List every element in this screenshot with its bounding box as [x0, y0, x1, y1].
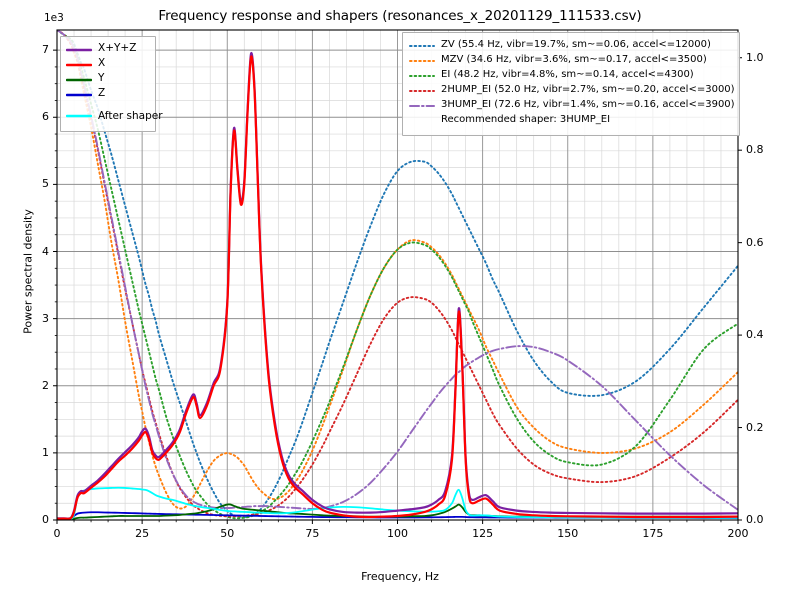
- y-tick-left-7: 7: [42, 43, 49, 57]
- legend-item-xyz: X+Y+Z: [65, 41, 150, 56]
- y-tick-right-0.2: 0.2: [746, 420, 764, 434]
- x-tick-175: 175: [642, 527, 664, 540]
- legend-item-2hump-ei: 2HUMP_EI (52.0 Hz, vibr=2.7%, sm~=0.20, …: [409, 82, 735, 97]
- legend-label-after-shaper: After shaper: [98, 110, 163, 122]
- legend-swatch-z: [65, 88, 93, 100]
- page-title: Frequency response and shapers (resonanc…: [158, 8, 642, 24]
- y-tick-left-5: 5: [42, 177, 49, 191]
- x-tick-200: 200: [727, 527, 749, 540]
- x-tick-75: 75: [305, 527, 320, 540]
- recommended-shaper-note: Recommended shaper: 3HUMP_EI: [441, 114, 611, 125]
- legend-item-y: Y: [65, 71, 150, 86]
- legend-label-mzv: MZV (34.6 Hz, vibr=3.6%, sm~=0.17, accel…: [441, 54, 707, 65]
- x-tick-50: 50: [220, 527, 235, 540]
- legend-swatch-xyz: [65, 43, 93, 55]
- x-tick-100: 100: [387, 527, 408, 540]
- y-tick-left-2: 2: [42, 378, 49, 392]
- x-tick-125: 125: [472, 527, 494, 540]
- series-z: [57, 511, 738, 520]
- x-tick-0: 0: [53, 527, 61, 540]
- series-3hump-ei: [57, 30, 738, 511]
- legend-swatch-2hump-ei: [409, 84, 435, 96]
- y-tick-right-1.0: 1.0: [746, 50, 764, 64]
- x-tick-150: 150: [557, 527, 579, 540]
- y-tick-right-0.4: 0.4: [746, 328, 764, 342]
- legend-swatch-after-shaper: [65, 110, 93, 122]
- series-mzv: [57, 30, 738, 510]
- series-after-shaper: [57, 486, 738, 520]
- y-tick-right-0.6: 0.6: [746, 235, 764, 249]
- legend-label-3hump-ei: 3HUMP_EI (72.6 Hz, vibr=1.4%, sm~=0.16, …: [441, 99, 735, 110]
- left-axis-exponent-label: 1e3: [44, 12, 64, 24]
- y-tick-left-4: 4: [42, 244, 49, 258]
- legend-label-zv: ZV (55.4 Hz, vibr=19.7%, sm~=0.06, accel…: [441, 39, 711, 50]
- legend-swatch-zv: [409, 39, 435, 51]
- series-zv: [57, 30, 738, 519]
- legend-swatch-y: [65, 73, 93, 85]
- legend-item-zv: ZV (55.4 Hz, vibr=19.7%, sm~=0.06, accel…: [409, 37, 733, 52]
- legend-item-3hump-ei: 3HUMP_EI (72.6 Hz, vibr=1.4%, sm~=0.16, …: [409, 97, 735, 112]
- legend-label-xyz: X+Y+Z: [98, 42, 137, 54]
- legend-swatch-ei: [409, 69, 435, 81]
- legend-label-z: Z: [98, 87, 106, 99]
- legend-label-y: Y: [98, 72, 105, 84]
- y-tick-left-0: 0: [42, 513, 49, 526]
- y-tick-left-3: 3: [42, 311, 49, 325]
- y-tick-left-1: 1: [42, 445, 49, 459]
- legend-item-ei: EI (48.2 Hz, vibr=4.8%, sm~=0.14, accel<…: [409, 67, 733, 82]
- legend-swatch-mzv: [409, 54, 435, 66]
- y-tick-left-6: 6: [42, 110, 49, 124]
- x-axis-label: Frequency, Hz: [361, 570, 439, 583]
- legend-label-ei: EI (48.2 Hz, vibr=4.8%, sm~=0.14, accel<…: [441, 69, 694, 80]
- legend-shapers: ZV (55.4 Hz, vibr=19.7%, sm~=0.06, accel…: [402, 32, 740, 136]
- legend-label-2hump-ei: 2HUMP_EI (52.0 Hz, vibr=2.7%, sm~=0.20, …: [441, 84, 735, 95]
- series-x: [57, 55, 738, 520]
- y-tick-right-0.0: 0.0: [746, 513, 764, 526]
- y-axis-left-label: Power spectral density: [21, 209, 35, 334]
- y-tick-right-0.8: 0.8: [746, 143, 764, 157]
- legend-swatch-x: [65, 58, 93, 70]
- x-tick-25: 25: [135, 527, 150, 540]
- legend-item-x: X: [65, 56, 150, 71]
- legend-axes: X+Y+Z X Y Z After shaper: [60, 36, 163, 132]
- legend-item-z: Z: [65, 86, 150, 101]
- legend-swatch-3hump-ei: [409, 99, 435, 111]
- legend-item-mzv: MZV (34.6 Hz, vibr=3.6%, sm~=0.17, accel…: [409, 52, 733, 67]
- legend-item-after-shaper: After shaper: [65, 101, 163, 131]
- legend-label-x: X: [98, 57, 106, 69]
